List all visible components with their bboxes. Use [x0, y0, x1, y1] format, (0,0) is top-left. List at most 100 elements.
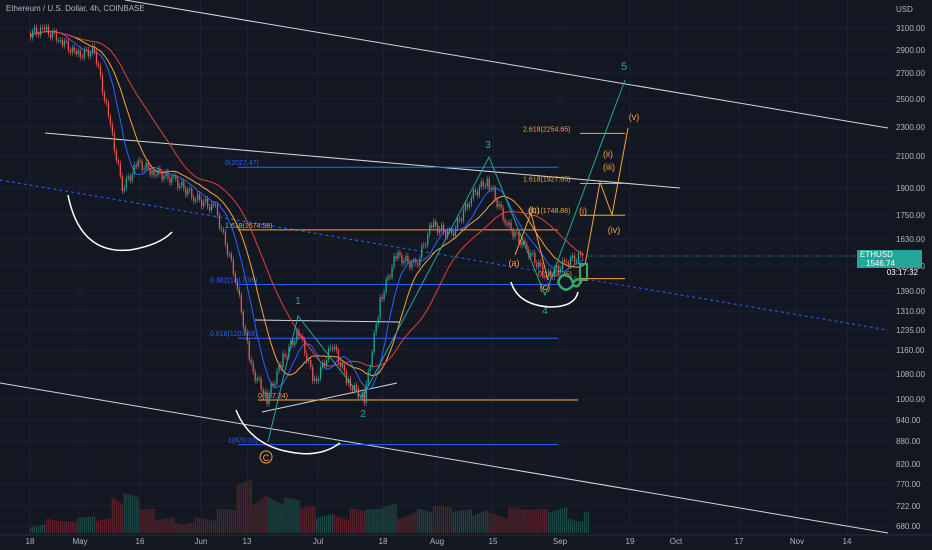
wave-green-path: [267, 79, 626, 443]
volume-bar: [262, 497, 264, 533]
volume-bar: [375, 509, 377, 533]
candle-body: [407, 255, 409, 262]
volume-bar: [347, 520, 349, 533]
candle-body: [365, 383, 367, 404]
candle-body: [532, 252, 534, 254]
candle-body: [514, 232, 516, 237]
volume-bar: [133, 495, 135, 533]
volume-bar: [546, 509, 548, 533]
volume-bar: [288, 498, 290, 533]
volume-bar: [252, 505, 254, 533]
candle-body: [230, 254, 233, 260]
volume-bar: [246, 480, 248, 533]
volume-bar: [91, 516, 94, 533]
volume-bar: [373, 509, 375, 533]
resistance-line: [44, 132, 681, 189]
volume-bar: [296, 499, 298, 533]
candle-body: [558, 265, 560, 272]
y-tick-label: 2900.00: [896, 46, 925, 55]
volume-bar: [397, 517, 399, 533]
volume-bar: [63, 521, 65, 533]
candle-body: [359, 396, 361, 398]
volume-bar: [127, 494, 129, 533]
candle-body: [228, 254, 231, 256]
candle-body: [272, 384, 274, 386]
volume-bar: [242, 482, 244, 533]
volume-bar: [377, 509, 379, 533]
candle-body: [322, 362, 324, 368]
x-tick-label: 14: [843, 537, 852, 546]
candle-body: [61, 39, 64, 46]
candle-body: [480, 181, 482, 188]
hand-drawn-marker: [557, 273, 583, 291]
candle-body: [189, 188, 191, 191]
volume-bar: [371, 509, 373, 533]
volume-bar: [31, 526, 34, 533]
price-tag-symbol: ETHUSD: [860, 250, 893, 259]
candle-body: [379, 297, 381, 319]
volume-bar: [187, 523, 189, 533]
volume-bar: [103, 519, 106, 533]
volume-bar: [462, 510, 464, 533]
volume-bar: [575, 521, 578, 533]
candle-body: [411, 262, 413, 268]
volume-bar: [149, 509, 151, 533]
volume-bar: [47, 519, 50, 533]
volume-bar: [49, 519, 52, 533]
volume-bar: [75, 521, 77, 533]
volume-bar: [39, 525, 42, 533]
y-tick-label: 770.00: [896, 480, 921, 489]
volume-bar: [147, 509, 149, 533]
candle-body: [238, 289, 240, 295]
volume-bar: [300, 507, 302, 533]
volume-bar: [435, 506, 437, 533]
candle-body: [323, 362, 326, 366]
wave-label-iii: (iii): [603, 162, 615, 172]
candle-body: [165, 171, 167, 176]
volume-bar: [409, 514, 411, 533]
volume-bar: [482, 511, 484, 533]
volume-bar: [476, 514, 478, 533]
candle-body: [139, 160, 141, 162]
candle-body: [222, 229, 225, 232]
time-axis[interactable]: 18 May 16 Jun 13 Jul 18 Aug 15 Sep 19 Oct 17 Nov 14: [0, 534, 932, 546]
volume-bar: [41, 524, 44, 533]
volume-bar: [339, 517, 342, 533]
trend-channels: [0, 0, 889, 534]
volume-bar: [250, 479, 252, 533]
candle-body: [109, 116, 112, 125]
volume-bar: [440, 506, 443, 533]
volume-bar: [169, 517, 171, 533]
y-tick-label: 2700.00: [896, 69, 925, 78]
candle-body: [71, 47, 73, 53]
candle-body: [65, 40, 68, 42]
volume-bar: [220, 509, 223, 533]
candle-body: [183, 181, 185, 189]
candle-body: [573, 255, 576, 263]
candle-body: [195, 199, 197, 202]
volume-bar: [456, 511, 459, 533]
volume-bar: [579, 521, 582, 533]
candle-body: [421, 245, 423, 258]
candle-body: [516, 232, 518, 234]
fibext-2618-line-label: 2.618(2254.65): [523, 126, 570, 133]
volume-bar: [216, 509, 219, 533]
candle-body: [316, 378, 318, 381]
candle-body: [454, 228, 457, 236]
volume-bar: [79, 517, 81, 533]
candle-body: [151, 170, 153, 175]
volume-bar: [195, 517, 197, 533]
candle-body: [468, 204, 471, 208]
candle-body: [510, 222, 512, 231]
candle-body: [240, 294, 242, 312]
candle-body: [169, 178, 171, 183]
candle-body: [435, 221, 437, 226]
volume-bar: [415, 511, 417, 533]
candle-body: [484, 185, 486, 187]
volume-bar: [143, 509, 145, 533]
volume-bar: [528, 509, 530, 533]
volume-bar: [498, 515, 500, 533]
price-axis[interactable]: 3100.00 2900.00 2700.00 2500.00 2300.00 2100.…: [888, 0, 932, 550]
volume-bar: [306, 506, 308, 533]
